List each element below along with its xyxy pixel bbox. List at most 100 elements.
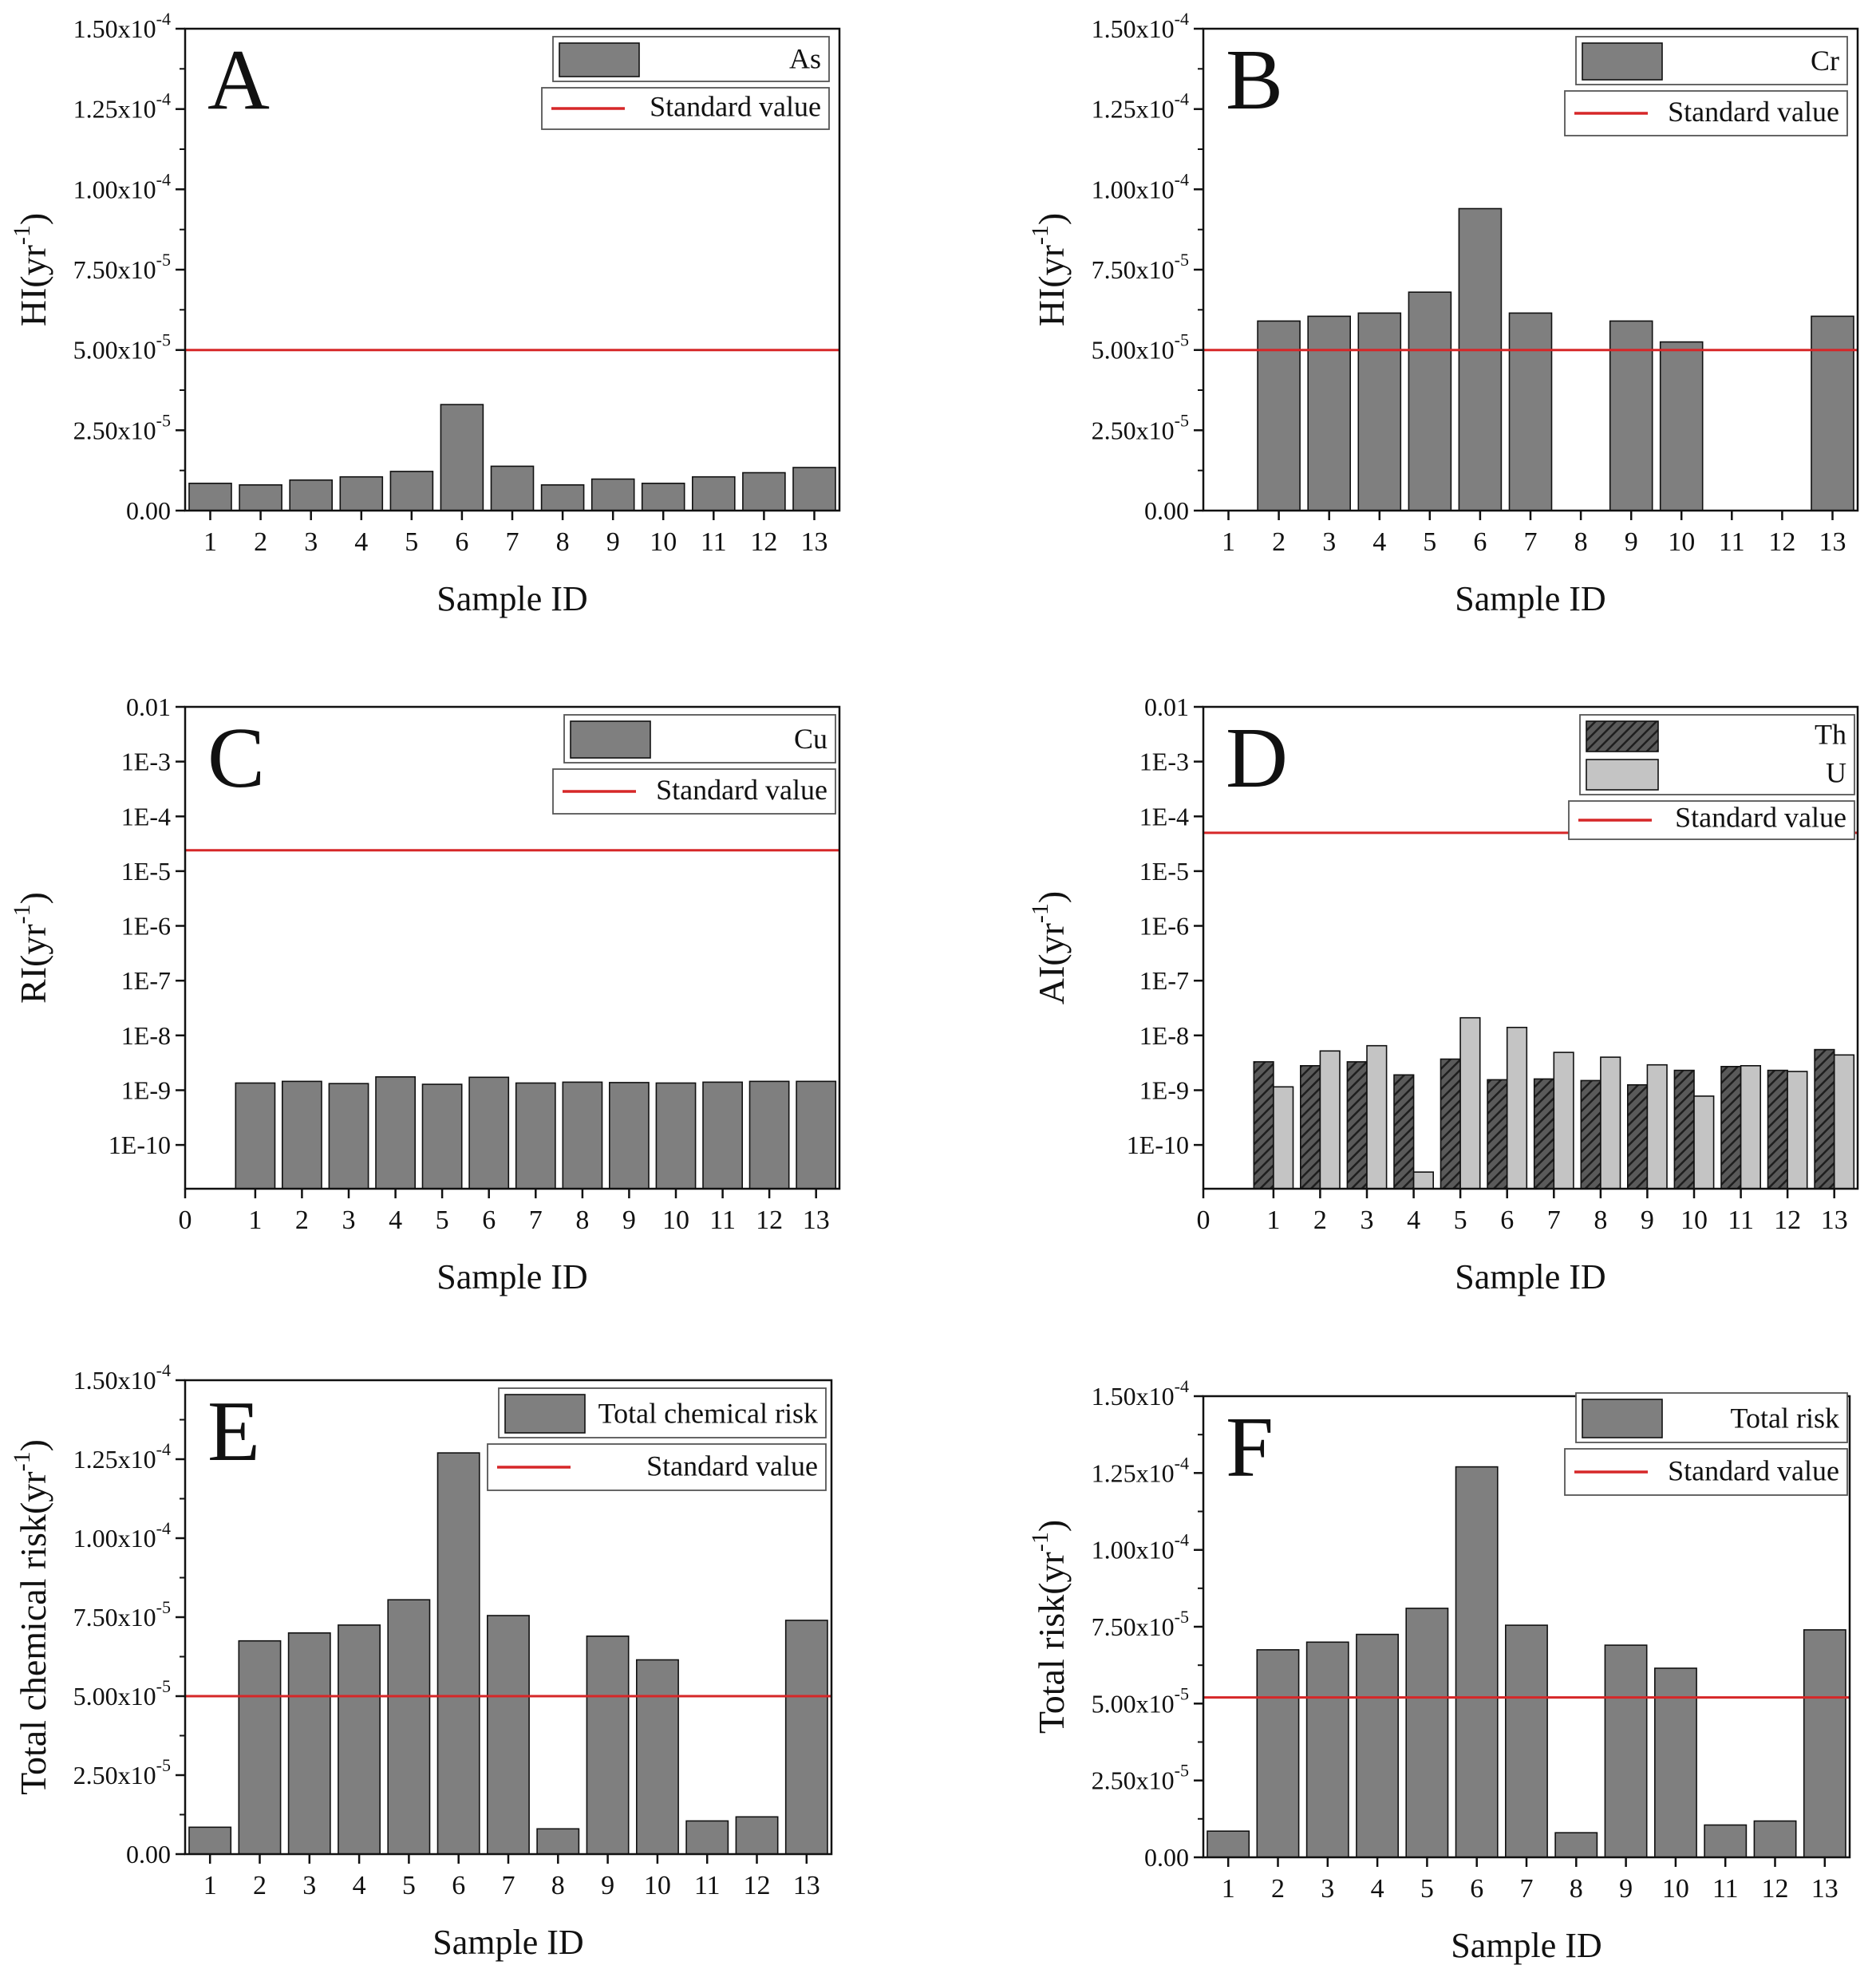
bar-total-chemical-risk-7 (486, 1615, 530, 1855)
y-tick-mantissa: 5.00x10 (73, 1682, 156, 1711)
y-tick-exponent: -4 (1175, 1453, 1189, 1473)
bar-total-risk-7 (1505, 1624, 1548, 1858)
x-axis-label: Sample ID (436, 1257, 587, 1296)
legend-standard-label: Standard value (1668, 1454, 1839, 1486)
y-tick-label: 1E-5 (121, 857, 171, 886)
x-tick-label-12: 12 (744, 1871, 771, 1900)
y-axis-label-close: ) (13, 213, 53, 225)
y-tick-label: 5.00x10-5 (1092, 1683, 1189, 1718)
x-tick-label-7: 7 (1524, 527, 1538, 557)
y-axis-label-superscript: -1 (9, 225, 35, 245)
y-tick-mantissa: 1E-5 (1139, 857, 1189, 886)
bar-u-13 (1833, 1054, 1855, 1190)
legend-standard-label: Standard value (650, 90, 821, 122)
x-tick-label-1: 1 (248, 1205, 262, 1235)
y-tick-mantissa: 0.00 (1144, 496, 1189, 525)
y-tick-mantissa: 7.50x10 (73, 255, 156, 284)
y-tick-mantissa: 5.00x10 (1092, 336, 1175, 365)
bar-cu-1 (235, 1082, 276, 1190)
x-tick-label-5: 5 (1454, 1205, 1467, 1235)
y-tick-mantissa: 1E-10 (1127, 1130, 1189, 1159)
x-tick-label-7: 7 (1547, 1205, 1561, 1235)
y-axis-label: AI(yr-1) (1027, 891, 1072, 1005)
y-tick-mantissa: 2.50x10 (73, 1761, 156, 1789)
bar-th-10 (1673, 1069, 1695, 1190)
x-tick-label-3: 3 (342, 1205, 356, 1235)
bar-cu-4 (375, 1076, 417, 1190)
x-tick-label-11: 11 (1719, 527, 1745, 557)
bar-u-12 (1787, 1071, 1808, 1190)
x-tick-label-9: 9 (606, 527, 620, 557)
x-tick-label-11: 11 (1712, 1874, 1739, 1904)
bar-cr-13 (1811, 315, 1854, 511)
bar-total-chemical-risk-5 (387, 1599, 431, 1855)
x-tick-label-9: 9 (1641, 1205, 1654, 1235)
x-tick-label-11: 11 (694, 1871, 721, 1900)
bar-cu-2 (281, 1080, 322, 1190)
y-tick-exponent: -5 (156, 1755, 171, 1775)
y-axis-label-close: ) (1031, 1520, 1072, 1532)
y-axis-label-main: HI(yr (1031, 245, 1072, 326)
x-tick-label-6: 6 (1470, 1874, 1483, 1904)
plot-frame (1202, 705, 1859, 1190)
legend-standard-label: Standard value (646, 1450, 818, 1482)
x-tick-label-13: 13 (1819, 527, 1846, 557)
bar-cu-10 (655, 1082, 697, 1190)
y-tick-mantissa: 1E-8 (1139, 1021, 1189, 1050)
bar-u-2 (1319, 1050, 1341, 1190)
legend-standard-label: Standard value (656, 774, 827, 806)
y-tick-label: 1E-3 (121, 748, 171, 776)
y-tick-label: 0.01 (1144, 693, 1189, 721)
y-tick-label: 1.50x10-4 (1092, 9, 1189, 43)
legend-swatch-th (1586, 720, 1659, 752)
bar-total-risk-2 (1256, 1649, 1300, 1858)
legend-swatch-cu (570, 720, 651, 759)
x-tick-label-7: 7 (1520, 1874, 1534, 1904)
y-tick-label: 2.50x10-5 (1092, 410, 1189, 444)
bar-as-4 (339, 475, 384, 511)
bar-total-risk-11 (1704, 1824, 1748, 1858)
bar-total-risk-1 (1207, 1830, 1250, 1858)
bar-as-6 (440, 404, 484, 511)
x-tick-label-2: 2 (1272, 527, 1286, 557)
bar-total-chemical-risk-1 (188, 1826, 232, 1855)
y-tick-label: 1.25x10-4 (1092, 1453, 1189, 1487)
x-tick-label-12: 12 (1774, 1205, 1801, 1235)
bar-as-2 (239, 483, 282, 511)
panel-b: 0.002.50x10-55.00x10-57.50x10-51.00x10-4… (1027, 9, 1859, 618)
y-tick-label: 5.00x10-5 (1092, 330, 1189, 365)
y-tick-label: 0.00 (126, 1840, 171, 1868)
y-tick-mantissa: 1.50x10 (73, 14, 156, 43)
x-tick-label-12: 12 (750, 527, 777, 557)
y-axis-label: Total chemical risk(yr-1) (9, 1439, 53, 1795)
x-tick-label-3: 3 (304, 527, 318, 557)
legend-label-total-chemical-risk: Total chemical risk (598, 1397, 818, 1429)
x-tick-label-12: 12 (1768, 527, 1795, 557)
x-tick-label-2: 2 (1271, 1874, 1285, 1904)
x-tick-label-13: 13 (793, 1871, 820, 1900)
y-tick-exponent: -5 (1175, 1683, 1189, 1703)
x-tick-label-1: 1 (203, 1871, 217, 1900)
y-tick-label: 1.50x10-4 (73, 1360, 171, 1395)
y-tick-label: 2.50x10-5 (1092, 1761, 1189, 1795)
y-tick-label: 1E-7 (121, 966, 171, 995)
x-tick-label-11: 11 (1728, 1205, 1754, 1235)
panel-letter: F (1226, 1400, 1274, 1495)
y-axis-label-close: ) (1031, 891, 1072, 903)
bar-th-12 (1767, 1069, 1788, 1190)
bar-as-8 (540, 483, 585, 511)
y-axis-label-close: ) (13, 1439, 53, 1451)
y-axis-label-superscript: -1 (9, 904, 35, 924)
y-tick-exponent: -5 (156, 1597, 171, 1617)
y-tick-mantissa: 1.50x10 (1092, 1382, 1175, 1411)
bar-u-4 (1412, 1171, 1434, 1190)
y-axis-label-superscript: -1 (1027, 903, 1053, 923)
panel-e: 0.002.50x10-55.00x10-57.50x10-51.00x10-4… (9, 1360, 833, 1962)
y-tick-mantissa: 1E-7 (121, 966, 171, 995)
bar-total-chemical-risk-9 (586, 1636, 630, 1855)
bar-as-1 (188, 482, 232, 511)
x-tick-label-13: 13 (803, 1205, 830, 1235)
y-tick-mantissa: 1.50x10 (73, 1366, 156, 1395)
